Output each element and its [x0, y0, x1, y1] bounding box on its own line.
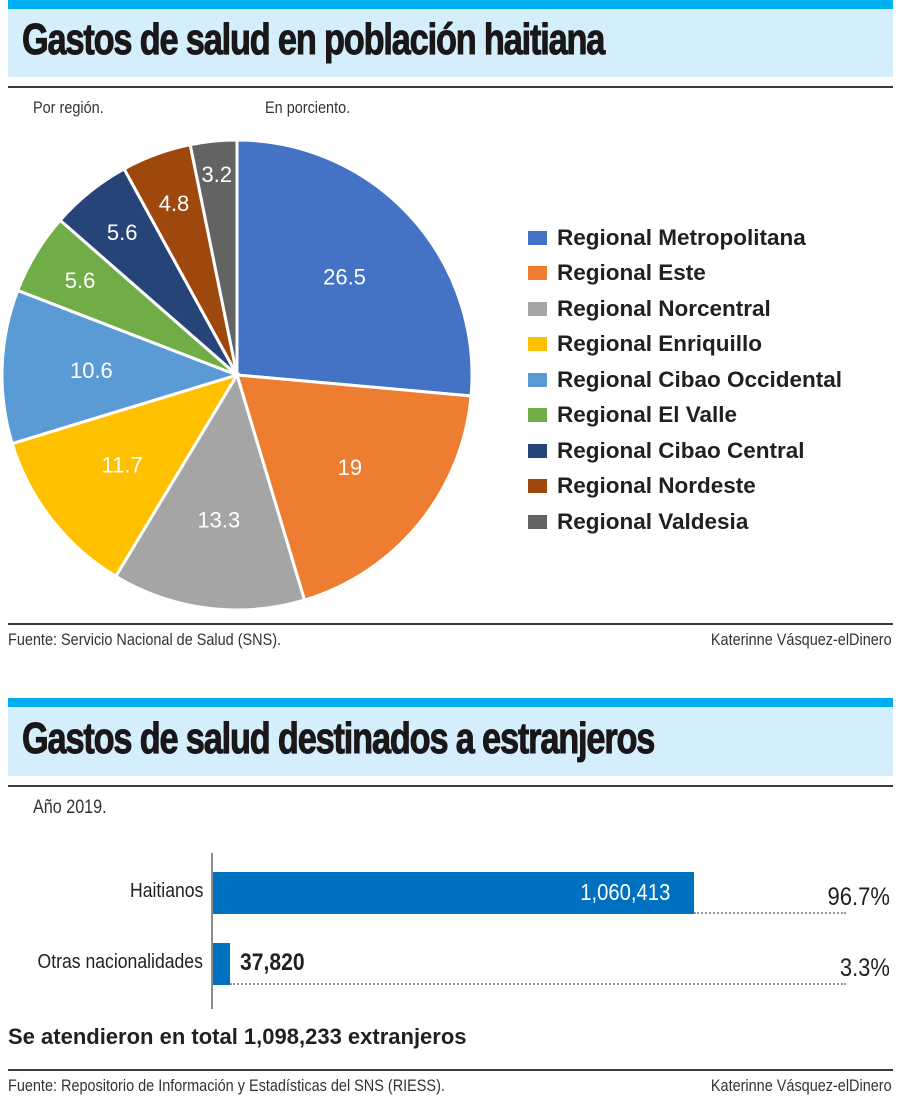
- category-label: Haitianos: [129, 880, 203, 902]
- bar-value-label: 37,820: [240, 949, 305, 976]
- percent-label: 96.7%: [827, 883, 890, 911]
- legend-label: Regional Cibao Central: [557, 437, 805, 463]
- pie-slice-regional-enriquillo: [10, 372, 241, 579]
- legend-item: Regional Enriquillo: [528, 327, 842, 363]
- legend-swatch: [528, 408, 547, 423]
- section2-credit: Katerinne Vásquez-elDinero: [711, 1076, 892, 1095]
- section1-top-bar: [8, 0, 893, 9]
- pie-slice-regional-norcentral: [113, 371, 307, 612]
- legend-swatch: [528, 372, 547, 387]
- legend-swatch: [528, 337, 547, 352]
- total-note: Se atendieron en total 1,098,233 extranj…: [8, 1024, 467, 1049]
- legend-swatch: [528, 479, 547, 494]
- section1-subtitle-unit: En porciento.: [265, 98, 351, 117]
- legend-item: Regional Nordeste: [528, 469, 842, 505]
- legend-label: Regional Cibao Occidental: [557, 366, 843, 392]
- section1-credit: Katerinne Vásquez-elDinero: [711, 630, 892, 649]
- section1-rule-top: [8, 86, 893, 88]
- section2-rule-top: [8, 785, 893, 787]
- legend-item: Regional Norcentral: [528, 291, 842, 327]
- section2-rule-bottom: [8, 1069, 893, 1071]
- section2-top-bar: [8, 698, 893, 707]
- legend-swatch: [528, 514, 547, 529]
- legend-item: Regional El Valle: [528, 398, 842, 434]
- section2-title: Gastos de salud destinados a estranjeros: [22, 714, 656, 764]
- pie-data-label: 10.6: [70, 358, 113, 383]
- legend-swatch: [528, 230, 547, 245]
- legend-item: Regional Valdesia: [528, 504, 842, 540]
- section2-source: Fuente: Repositorio de Información y Est…: [8, 1076, 445, 1095]
- legend-label: Regional Valdesia: [557, 508, 749, 534]
- section1-source: Fuente: Servicio Nacional de Salud (SNS)…: [8, 630, 282, 649]
- section1-title-band: Gastos de salud en población haitiana: [8, 9, 893, 77]
- pie-data-label: 3.2: [201, 162, 232, 187]
- pie-data-label: 13.3: [197, 508, 240, 533]
- percent-label: 3.3%: [839, 954, 890, 982]
- bar: [213, 872, 694, 914]
- bar-value-label: 1,060,413: [579, 879, 670, 905]
- legend-label: Regional Norcentral: [557, 295, 771, 321]
- legend-item: Regional Cibao Central: [528, 433, 842, 469]
- pie-data-label: 5.6: [65, 268, 96, 293]
- leader-line: [694, 912, 846, 914]
- section2-title-band: Gastos de salud destinados a estranjeros: [8, 707, 893, 776]
- legend-item: Regional Cibao Occidental: [528, 362, 842, 398]
- category-label: Otras nacionalidades: [37, 951, 203, 973]
- pie-data-label: 5.6: [107, 220, 138, 245]
- pie-slice-regional-valdesia: [188, 138, 239, 376]
- legend-label: Regional Nordeste: [557, 473, 756, 499]
- pie-slice-regional-este: [234, 373, 473, 602]
- leader-line: [230, 983, 846, 985]
- legend-item: Regional Metropolitana: [528, 220, 842, 256]
- pie-slice-regional-metropolitana: [235, 138, 474, 398]
- pie-chart: 26.5 19 13.3 11.7 10.6 5.6 5.6 4.8 3.2: [0, 138, 474, 612]
- pie-data-label: 19: [338, 455, 362, 480]
- section2-subtitle-year: Año 2019.: [33, 797, 107, 818]
- legend-swatch: [528, 301, 547, 316]
- legend-label: Regional Enriquillo: [557, 331, 763, 357]
- legend-swatch: [528, 443, 547, 458]
- pie-data-label: 4.8: [159, 191, 190, 216]
- legend-label: Regional Este: [557, 260, 706, 286]
- bar-axis: [211, 853, 213, 1009]
- legend-swatch: [528, 266, 547, 281]
- legend-label: Regional El Valle: [557, 402, 738, 428]
- legend-item: Regional Este: [528, 256, 842, 292]
- section1-title: Gastos de salud en población haitiana: [22, 15, 606, 65]
- pie-slice-regional-cibao-occidental: [0, 288, 242, 446]
- pie-legend: Regional Metropolitana Regional Este Regio…: [528, 220, 842, 540]
- pie-data-label: 11.7: [102, 453, 143, 478]
- section1-subtitle-region: Por región.: [33, 98, 104, 117]
- pie-data-label: 26.5: [323, 265, 366, 290]
- bar: [213, 943, 231, 985]
- section1-rule-bottom: [8, 623, 893, 625]
- legend-label: Regional Metropolitana: [557, 224, 806, 250]
